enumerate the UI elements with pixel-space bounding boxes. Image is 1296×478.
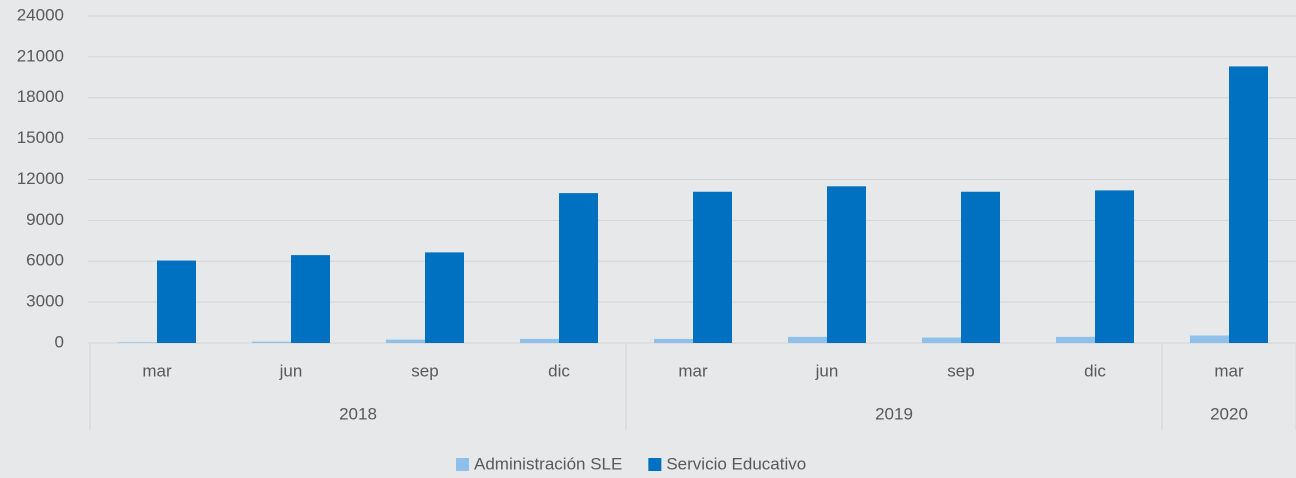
legend-swatch [456, 458, 469, 471]
group-label: 2019 [875, 404, 913, 423]
y-tick-label: 15000 [17, 128, 64, 147]
bar [425, 252, 464, 343]
bar [118, 342, 157, 343]
bar [291, 255, 330, 343]
bar [961, 191, 1000, 343]
x-tick-label: mar [678, 361, 708, 380]
legend-swatch [648, 458, 662, 471]
bar [1229, 66, 1268, 343]
bar [157, 260, 196, 343]
x-tick-label: mar [1214, 361, 1244, 380]
y-tick-label: 3000 [26, 292, 64, 311]
y-tick-label: 0 [55, 332, 64, 351]
x-tick-label: sep [411, 361, 438, 380]
bar [386, 339, 425, 343]
x-tick-label: jun [815, 361, 839, 380]
x-tick-label: mar [142, 361, 172, 380]
bar [827, 186, 866, 343]
bar [520, 338, 559, 343]
y-tick-label: 9000 [26, 210, 64, 229]
bar [1095, 190, 1134, 343]
bar [922, 337, 961, 343]
bar [693, 191, 732, 343]
bar [1056, 336, 1095, 343]
x-tick-label: dic [548, 361, 570, 380]
y-tick-label: 18000 [17, 87, 64, 106]
bar [252, 341, 291, 343]
group-label: 2018 [339, 404, 377, 423]
y-tick-label: 21000 [17, 46, 64, 65]
x-tick-label: jun [279, 361, 303, 380]
legend-label: Administración SLE [474, 454, 622, 473]
y-tick-label: 12000 [17, 169, 64, 188]
x-tick-label: sep [947, 361, 974, 380]
bar [788, 336, 827, 343]
y-tick-label: 6000 [26, 251, 64, 270]
y-tick-label: 24000 [17, 5, 64, 24]
legend-label: Servicio Educativo [666, 454, 806, 473]
x-tick-label: dic [1084, 361, 1106, 380]
bar [1190, 335, 1229, 343]
group-label: 2020 [1210, 404, 1248, 423]
bar [559, 193, 598, 343]
bar [654, 338, 693, 343]
